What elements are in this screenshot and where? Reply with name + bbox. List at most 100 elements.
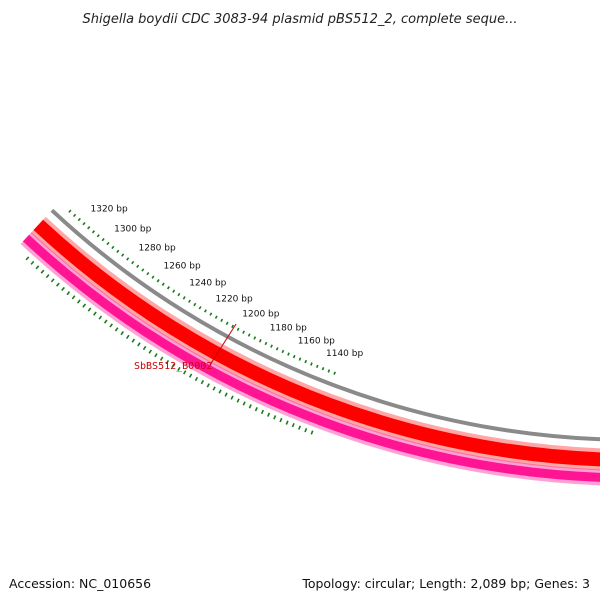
tick-minor-outer: [204, 309, 207, 313]
tick-minor-inner: [142, 345, 147, 351]
tick-minor-inner: [159, 356, 164, 361]
tick-minor-inner: [254, 407, 258, 412]
tick-minor-outer: [270, 344, 273, 348]
tick-minor-inner: [200, 380, 205, 385]
tick-minor-outer: [281, 349, 285, 354]
tick-minor-inner: [50, 278, 55, 283]
tick-minor-outer: [82, 221, 86, 226]
tick-minor-inner: [154, 353, 158, 358]
tick-label: 1280 bp: [139, 243, 176, 253]
tick-minor-inner: [114, 327, 119, 332]
tick-minor-outer: [231, 324, 235, 329]
tick-minor-outer: [321, 367, 325, 371]
tick-minor-outer: [315, 364, 319, 369]
tick-minor-outer: [156, 279, 160, 283]
tick-minor-outer: [182, 296, 186, 300]
tick-minor-inner: [248, 404, 252, 409]
tick-minor-outer: [304, 359, 308, 364]
forward-gene-track[interactable]: [33, 219, 600, 467]
tick-minor-outer: [166, 286, 170, 290]
tick-minor-outer: [242, 330, 246, 334]
tick-label: 1320 bp: [91, 205, 128, 215]
tick-minor-outer: [91, 230, 96, 234]
tick-minor-outer: [172, 289, 176, 293]
tick-minor-inner: [148, 349, 152, 354]
tick-minor-inner: [218, 389, 222, 394]
tick-minor-inner: [224, 392, 228, 397]
tick-minor-inner: [137, 342, 141, 347]
tick-minor-inner: [183, 370, 187, 375]
tick-minor-inner: [177, 366, 181, 372]
tick-minor-inner: [285, 420, 289, 425]
tick-minor-outer: [247, 333, 251, 337]
tick-minor-outer: [292, 354, 296, 359]
tick-minor-inner: [25, 256, 30, 261]
tick-minor-outer: [198, 306, 202, 310]
tick-minor-inner: [66, 291, 71, 296]
tick-minor-inner: [310, 430, 314, 435]
tick-minor-inner: [109, 323, 113, 328]
tick-minor-inner: [212, 386, 216, 391]
tick-minor-inner: [45, 274, 50, 279]
tick-minor-inner: [98, 315, 103, 320]
gene-label-sbbs512-b0002[interactable]: SbBS512_B0002: [134, 361, 212, 372]
tick-minor-outer: [121, 253, 125, 257]
tick-minor-inner: [171, 363, 175, 368]
tick-minor-outer: [253, 336, 257, 340]
tick-minor-outer: [333, 371, 336, 375]
tick-minor-outer: [146, 271, 150, 276]
tick-minor-outer: [225, 321, 229, 326]
tick-minor-outer: [151, 275, 155, 279]
tick-label: 1300 bp: [114, 225, 151, 235]
tick-minor-inner: [206, 383, 210, 388]
tick-minor-outer: [131, 260, 135, 265]
tick-minor-inner: [188, 373, 193, 378]
tick-minor-inner: [55, 282, 60, 287]
tick-minor-outer: [96, 234, 100, 238]
tick-minor-inner: [35, 265, 40, 270]
backbone-ring: [50, 208, 600, 442]
tick-minor-inner: [298, 425, 302, 430]
reverse-gene-track[interactable]: [22, 234, 600, 482]
tick-minor-outer: [68, 209, 72, 213]
tick-minor-inner: [103, 319, 108, 324]
tick-minor-outer: [111, 245, 115, 250]
tick-label: 1200 bp: [242, 310, 279, 320]
tick-minor-inner: [165, 359, 170, 365]
tick-minor-outer: [214, 315, 218, 319]
tick-minor-outer: [287, 352, 290, 356]
tick-minor-inner: [71, 295, 76, 300]
tick-minor-inner: [236, 398, 240, 403]
tick-label: 1240 bp: [189, 278, 226, 288]
tick-label: 1180 bp: [270, 324, 307, 334]
tick-minor-outer: [126, 257, 130, 261]
tick-minor-outer: [327, 369, 331, 373]
inner-tick-marks: [25, 256, 314, 435]
tick-minor-inner: [40, 269, 45, 274]
tick-minor-inner: [93, 311, 97, 316]
tick-minor-inner: [230, 395, 234, 400]
accession-text: Accession: NC_010656: [9, 576, 152, 591]
tick-minor-inner: [87, 307, 92, 312]
tick-minor-inner: [291, 422, 295, 428]
tick-minor-outer: [101, 237, 105, 242]
tick-label: 1220 bp: [216, 295, 253, 305]
tick-minor-inner: [30, 260, 35, 265]
tick-minor-outer: [136, 264, 140, 268]
tick-minor-outer: [220, 318, 224, 322]
tick-minor-outer: [87, 226, 91, 230]
tick-minor-inner: [125, 334, 130, 340]
tick-minor-outer: [258, 339, 262, 343]
tick-minor-inner: [267, 412, 271, 417]
tick-minor-outer: [106, 241, 110, 246]
tick-minor-inner: [61, 286, 65, 292]
tick-minor-outer: [116, 249, 120, 253]
tick-minor-inner: [131, 338, 136, 343]
tick-minor-inner: [279, 417, 283, 423]
tick-minor-outer: [141, 268, 145, 272]
tick-minor-inner: [82, 303, 87, 308]
tick-minor-inner: [304, 427, 308, 433]
tick-label: 1260 bp: [164, 261, 201, 271]
tick-minor-outer: [161, 282, 165, 286]
